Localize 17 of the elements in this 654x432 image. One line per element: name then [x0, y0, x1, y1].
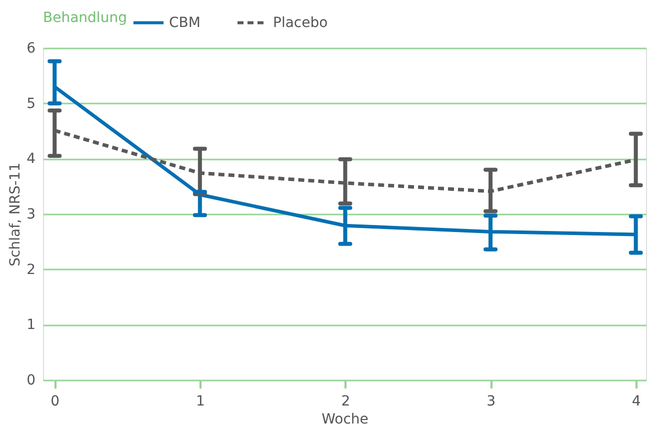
x-tick-label: 3	[486, 394, 496, 410]
x-tick-label: 2	[341, 394, 350, 410]
legend-label: Placebo	[273, 14, 328, 31]
legend-title: Behandlung	[43, 10, 127, 26]
legend-label: CBM	[169, 14, 200, 31]
y-axis-title: Schlaf, NRS-11	[8, 162, 24, 266]
x-axis-title: Woche	[322, 412, 368, 428]
y-tick-label: 6	[26, 40, 36, 56]
y-tick-label: 2	[26, 262, 36, 278]
y-tick-label: 4	[26, 151, 36, 168]
x-tick-label: 0	[50, 394, 60, 410]
y-tick-label: 5	[26, 96, 36, 112]
x-tick-label: 1	[196, 394, 205, 410]
y-tick-label: 0	[26, 372, 36, 388]
y-tick-label: 3	[26, 206, 36, 222]
x-tick-label: 4	[632, 394, 641, 410]
y-tick-label: 1	[26, 317, 36, 334]
